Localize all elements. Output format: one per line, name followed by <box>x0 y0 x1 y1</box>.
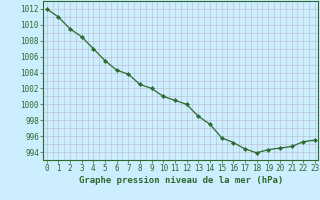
X-axis label: Graphe pression niveau de la mer (hPa): Graphe pression niveau de la mer (hPa) <box>79 176 283 185</box>
